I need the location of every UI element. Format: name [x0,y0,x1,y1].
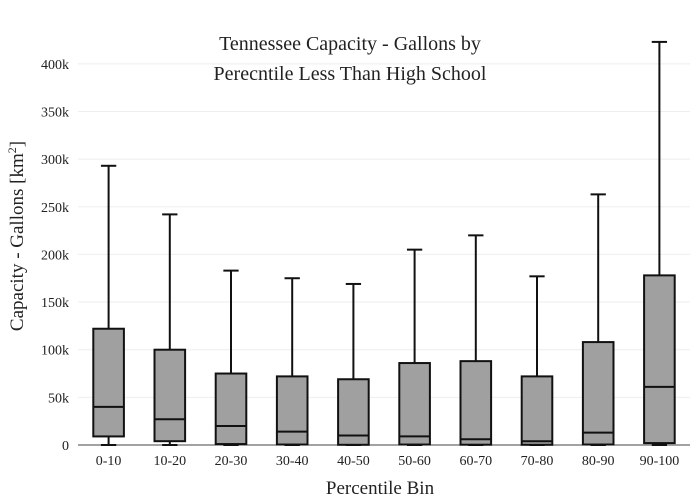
y-tick-label: 400k [41,58,69,73]
box-0-10 [92,164,125,446]
box-90-100 [643,40,676,446]
y-axis-title-main: Capacity - Gallons [km [7,153,28,331]
x-tick-label: 70-80 [521,454,554,469]
box-iqr [459,360,493,446]
x-tick-label: 20-30 [215,454,248,469]
y-axis-title: Capacity - Gallons [km2] [5,141,28,331]
box-iqr [275,375,309,446]
box-30-40 [275,277,309,446]
x-tick-labels: 0-10 10-20 20-30 30-40 40-50 50-60 60-70 70-80 8… [96,454,679,469]
box-iqr [520,375,554,446]
box-iqr [153,348,187,443]
box-iqr [92,327,125,438]
box-70-80 [520,275,554,446]
chart-title-line-2: Perecntile Less Than High School [214,63,487,85]
box-50-60 [398,248,431,446]
box-40-50 [337,282,370,446]
x-tick-label: 0-10 [96,454,122,469]
y-tick-label: 350k [41,105,69,120]
box-20-30 [214,269,248,446]
x-tick-label: 30-40 [276,454,309,469]
x-tick-label: 60-70 [459,454,492,469]
box-iqr [337,378,370,446]
x-tick-label: 50-60 [398,454,431,469]
y-tick-label: 0 [62,439,69,454]
x-tick-label: 80-90 [582,454,615,469]
box-iqr [643,274,676,445]
box-80-90 [581,193,615,446]
y-tick-label: 200k [41,248,69,263]
box-10-20 [153,213,187,446]
x-tick-label: 40-50 [337,454,370,469]
x-axis-title: Percentile Bin [326,478,435,499]
y-tick-label: 300k [41,153,69,168]
y-axis-title-close: ] [7,141,28,147]
x-tick-label: 10-20 [153,454,186,469]
box-iqr [398,362,431,446]
y-tick-labels: 0 50k 100k 150k 200k 250k 300k 350k 400k [41,58,69,454]
y-tick-label: 250k [41,201,69,216]
y-tick-label: 150k [41,296,69,311]
box-iqr [581,341,615,446]
y-tick-label: 50k [48,391,69,406]
box-60-70 [459,234,493,446]
chart-title-line-1: Tennessee Capacity - Gallons by [219,33,481,55]
x-tick-label: 90-100 [640,454,680,469]
box-iqr [214,372,248,446]
y-axis-title-superscript: 2 [5,147,19,153]
y-tick-label: 100k [41,344,69,359]
box-series [92,40,676,446]
